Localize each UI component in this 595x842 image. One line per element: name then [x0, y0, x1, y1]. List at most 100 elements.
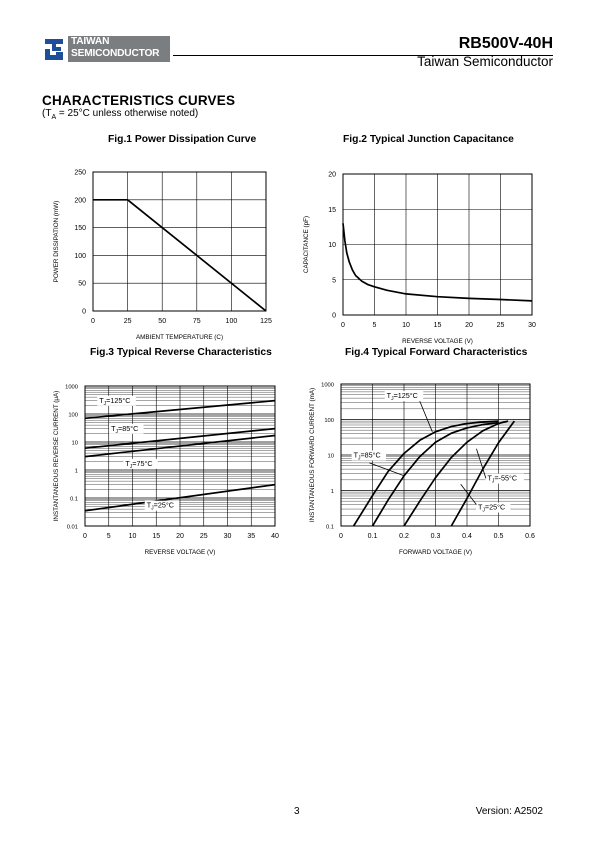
x-tick-label: 10 — [402, 322, 410, 329]
series-line — [84, 434, 276, 458]
x-tick-label: 75 — [193, 318, 201, 325]
annotation-label: TJ=25°C — [147, 501, 174, 512]
x-tick-label: 10 — [129, 533, 137, 540]
annotation-bg — [351, 450, 386, 461]
annotation-label: TJ=25°C — [478, 503, 505, 514]
x-tick-label: 35 — [247, 533, 255, 540]
header-rule — [173, 55, 553, 56]
company-logo: TAIWAN SEMICONDUCTOR — [42, 36, 170, 63]
section-title: CHARACTERISTICS CURVES — [42, 93, 236, 108]
series-line — [352, 420, 499, 527]
x-tick-label: 0 — [341, 322, 345, 329]
chart-4: 0 0.1 0.2 0.3 0.4 0.5 0.6 0.1 1 10 100 1000 FORWARD … — [309, 383, 535, 557]
annotation-label: TJ=125°C — [387, 391, 418, 402]
chart-3: 0 5 10 15 20 25 30 35 40 0.01 0.1 1 10 100 1000 REVERSE… — [53, 385, 279, 557]
y-tick-label: 5 — [332, 277, 336, 284]
y-tick-label: 20 — [328, 172, 336, 179]
company-name: Taiwan Semiconductor — [417, 54, 553, 69]
annotation-bg — [97, 395, 136, 406]
y-tick-label: 0 — [332, 313, 336, 320]
logo-line-2: SEMICONDUCTOR — [71, 48, 160, 59]
series-line — [84, 483, 276, 512]
note-subscript: A — [51, 114, 57, 121]
x-tick-label: 15 — [434, 322, 442, 329]
y-tick-label: 150 — [74, 225, 86, 232]
y-axis-label: CAPACITANCE (pF) — [303, 216, 310, 273]
x-axis-label: AMBIENT TEMPERATURE (C) — [136, 334, 223, 341]
series-line — [84, 427, 276, 450]
x-tick-label: 0 — [83, 533, 87, 540]
x-tick-label: 0.4 — [462, 533, 472, 540]
annotation-leader — [419, 400, 433, 432]
fig1-title: Fig.1 Power Dissipation Curve — [108, 134, 257, 145]
plot-frame — [342, 173, 533, 316]
section-note: (TA = 25°C unless otherwise noted) — [42, 108, 198, 121]
annotation-label: TJ=125°C — [99, 396, 130, 407]
x-tick-label: 5 — [107, 533, 111, 540]
annotation-leader — [369, 462, 405, 477]
annotation-bg — [485, 473, 525, 484]
chart-1: 0 25 50 75 100 125 0 50 100 150 200 250 AMBIENT TEMP… — [53, 170, 272, 342]
series-line — [84, 399, 276, 420]
y-tick-label: 1000 — [65, 385, 78, 391]
y-tick-label: 1 — [331, 489, 334, 495]
y-tick-label: 10 — [328, 454, 334, 460]
x-tick-label: 5 — [373, 322, 377, 329]
y-axis-label: INSTANTANEOUS REVERSE CURRENT (μA) — [53, 391, 60, 522]
x-tick-label: 0.1 — [368, 533, 378, 540]
ts-logo-mark-icon — [42, 36, 66, 63]
x-tick-label: 0.3 — [431, 533, 441, 540]
annotation-label: TJ=85°C — [111, 424, 138, 435]
y-tick-label: 100 — [74, 253, 86, 260]
x-tick-label: 100 — [226, 318, 238, 325]
y-axis-label: INSTANTANEOUS FORWARD CURRENT (mA) — [309, 388, 316, 522]
x-tick-label: 125 — [260, 318, 272, 325]
logo-line-1: TAIWAN — [71, 36, 110, 47]
plot-frame — [340, 383, 531, 527]
logo-wordmark: TAIWAN SEMICONDUCTOR — [68, 36, 170, 62]
fig3-title: Fig.3 Typical Reverse Characteristics — [90, 347, 272, 358]
series-line — [342, 223, 533, 302]
y-tick-label: 10 — [72, 441, 78, 447]
y-tick-label: 0 — [82, 309, 86, 316]
x-tick-label: 15 — [152, 533, 160, 540]
annotation-leader — [476, 448, 487, 479]
x-axis-label: REVERSE VOLTAGE (V) — [145, 549, 216, 556]
part-number: RB500V-40H — [458, 35, 553, 52]
x-axis-label: REVERSE VOLTAGE (V) — [402, 338, 473, 345]
x-tick-label: 25 — [200, 533, 208, 540]
annotation-bg — [109, 423, 144, 434]
fig4-title: Fig.4 Typical Forward Characteristics — [345, 347, 528, 358]
x-tick-label: 30 — [528, 322, 536, 329]
x-tick-label: 20 — [465, 322, 473, 329]
annotation-label: TJ=85°C — [354, 451, 381, 462]
series-line — [93, 198, 267, 312]
annotation-bg — [384, 391, 424, 402]
y-tick-label: 1000 — [321, 383, 334, 389]
plot-frame — [92, 171, 267, 312]
note-prefix: (T — [42, 108, 52, 119]
y-tick-label: 50 — [78, 281, 86, 288]
x-tick-label: 0.5 — [494, 533, 504, 540]
x-tick-label: 0.2 — [399, 533, 409, 540]
note-suffix: = 25°C unless otherwise noted) — [56, 108, 199, 119]
annotation-bg — [144, 500, 180, 511]
y-tick-label: 0.1 — [70, 497, 78, 503]
chart-2: 0 5 10 15 20 25 30 0 5 10 15 20 REVERSE VOLTAGE (V) C… — [303, 172, 536, 346]
annotation-label: TJ=-55°C — [487, 474, 517, 485]
x-tick-label: 25 — [497, 322, 505, 329]
x-tick-label: 25 — [124, 318, 132, 325]
annotation-bg — [123, 458, 158, 469]
annotation-leader — [460, 484, 477, 505]
y-tick-label: 10 — [328, 242, 336, 249]
y-axis-label: POWER DISSIPATION (mW) — [53, 201, 60, 283]
y-tick-label: 200 — [74, 197, 86, 204]
y-tick-label: 250 — [74, 170, 86, 177]
y-tick-label: 100 — [324, 418, 334, 424]
page-number: 3 — [294, 806, 300, 817]
fig2-title: Fig.2 Typical Junction Capacitance — [343, 134, 514, 145]
y-tick-label: 15 — [328, 207, 336, 214]
annotation-label: TJ=75°C — [125, 459, 152, 470]
series-line — [403, 420, 509, 527]
